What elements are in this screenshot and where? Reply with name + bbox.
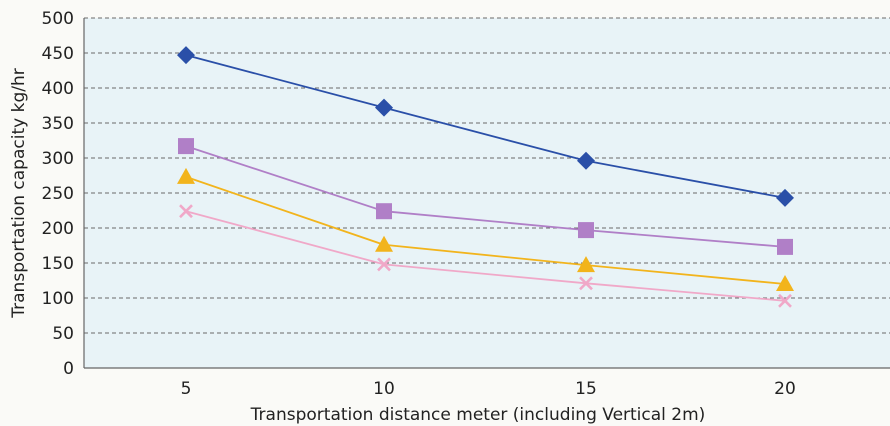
y-axis-title: Transportation capacity kg/hr (9, 68, 29, 318)
y-tick-label: 400 (42, 79, 74, 99)
x-tick-label: 10 (373, 379, 395, 399)
data-point-x-marker (179, 204, 193, 219)
y-tick-label: 100 (42, 289, 74, 309)
series-triangle (177, 167, 794, 291)
data-point-triangle-marker (577, 256, 595, 273)
data-point-x-marker (377, 257, 391, 272)
series-line (185, 54, 786, 199)
data-point-triangle-marker (375, 235, 393, 252)
y-tick-label: 250 (42, 184, 74, 204)
series-line (185, 210, 786, 302)
data-point-diamond-marker (177, 46, 195, 65)
y-tick-label: 0 (63, 359, 74, 379)
data-point-triangle-marker (177, 167, 195, 184)
y-tick-label: 50 (52, 324, 74, 344)
data-point-diamond-marker (776, 188, 794, 207)
x-tick-label: 20 (774, 379, 796, 399)
series-line (185, 176, 786, 285)
x-tick-labels: 5 10 15 20 (181, 379, 796, 399)
data-point-diamond-marker (577, 151, 595, 170)
data-point-square-marker (178, 138, 194, 155)
data-point-x-marker (579, 276, 593, 291)
data-point-square-marker (777, 238, 793, 255)
series-line (185, 145, 786, 248)
y-tick-label: 150 (42, 254, 74, 274)
x-tick-label: 15 (575, 379, 597, 399)
y-tick-label: 500 (42, 9, 74, 29)
data-point-square-marker (376, 203, 392, 220)
y-tick-labels: 0 50 100 150 200 250 300 350 400 450 500 (42, 9, 74, 379)
y-tick-label: 300 (42, 149, 74, 169)
x-axis-title: Transportation distance meter (including… (250, 405, 706, 425)
data-point-x-marker (778, 293, 792, 308)
series-group (177, 46, 794, 308)
x-tick-label: 5 (181, 379, 192, 399)
data-point-square-marker (578, 222, 594, 239)
data-point-triangle-marker (776, 275, 794, 291)
data-point-diamond-marker (375, 98, 393, 117)
series-diamond (177, 46, 794, 207)
series-square (178, 138, 793, 255)
series-x (179, 204, 792, 308)
y-tick-label: 450 (42, 44, 74, 64)
y-tick-label: 350 (42, 114, 74, 134)
y-tick-label: 200 (42, 219, 74, 239)
gridlines (84, 17, 890, 334)
